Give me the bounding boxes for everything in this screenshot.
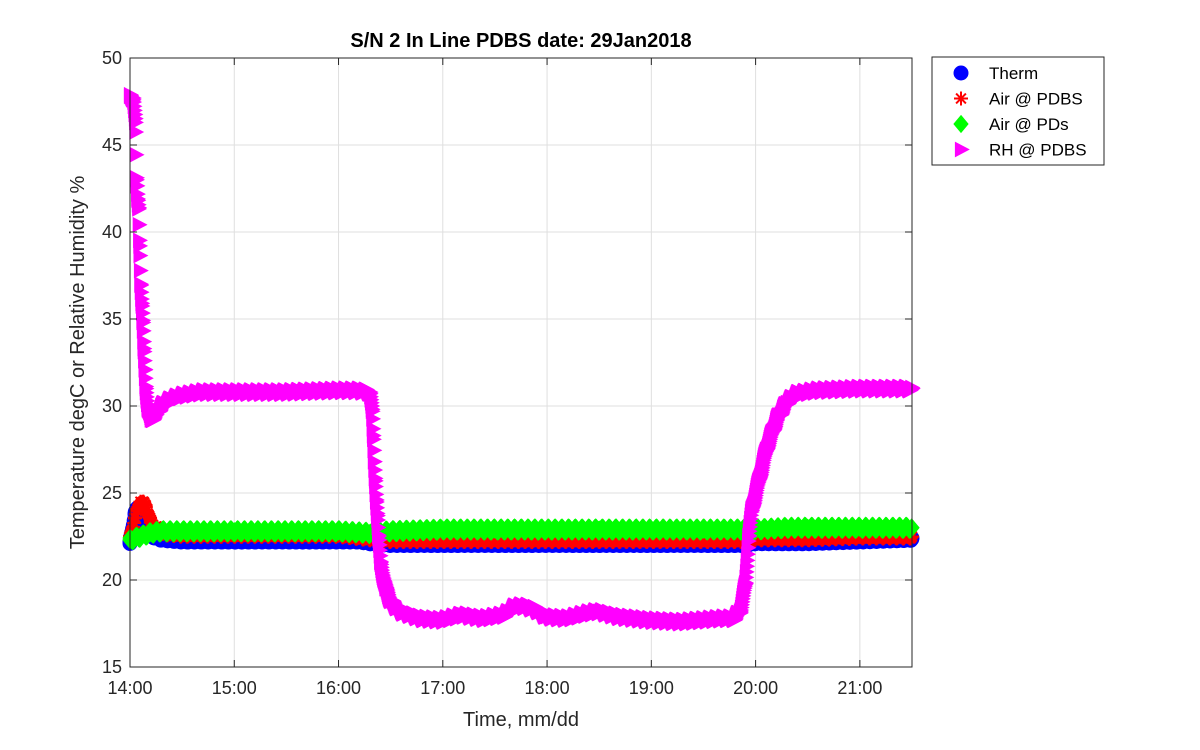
- legend-label: Air @ PDBS: [989, 90, 1083, 109]
- x-tick-label: 21:00: [837, 678, 882, 698]
- chart-title: S/N 2 In Line PDBS date: 29Jan2018: [350, 30, 691, 52]
- y-tick-label: 20: [102, 570, 122, 590]
- x-tick-label: 18:00: [525, 678, 570, 698]
- y-axis-title: Temperature degC or Relative Humidity %: [67, 176, 89, 550]
- y-tick-label: 30: [102, 396, 122, 416]
- y-tick-label: 45: [102, 135, 122, 155]
- series-layer: [122, 86, 921, 632]
- legend-marker: [954, 91, 968, 106]
- x-tick-label: 20:00: [733, 678, 778, 698]
- legend-marker: [953, 65, 969, 81]
- y-tick-label: 15: [102, 657, 122, 677]
- x-tick-label: 16:00: [316, 678, 361, 698]
- y-tick-label: 35: [102, 309, 122, 329]
- y-tick-label: 50: [102, 48, 122, 68]
- legend-label: Therm: [989, 64, 1038, 83]
- legend-label: Air @ PDs: [989, 115, 1069, 134]
- y-tick-label: 40: [102, 222, 122, 242]
- x-tick-label: 19:00: [629, 678, 674, 698]
- plot-area: 14:00 15:00 16:00 17:00 18:00 19:00 20:00 21:00…: [102, 48, 921, 698]
- legend: Therm Air @ PDBS Air @ PDs RH @ PDBS: [931, 56, 1105, 166]
- legend-label: RH @ PDBS: [989, 141, 1087, 160]
- y-tick-label: 25: [102, 483, 122, 503]
- x-tick-label: 14:00: [107, 678, 152, 698]
- x-tick-label: 15:00: [212, 678, 257, 698]
- x-tick-label: 17:00: [420, 678, 465, 698]
- x-axis-title: Time, mm/dd: [463, 709, 579, 731]
- plot-background: [130, 58, 912, 667]
